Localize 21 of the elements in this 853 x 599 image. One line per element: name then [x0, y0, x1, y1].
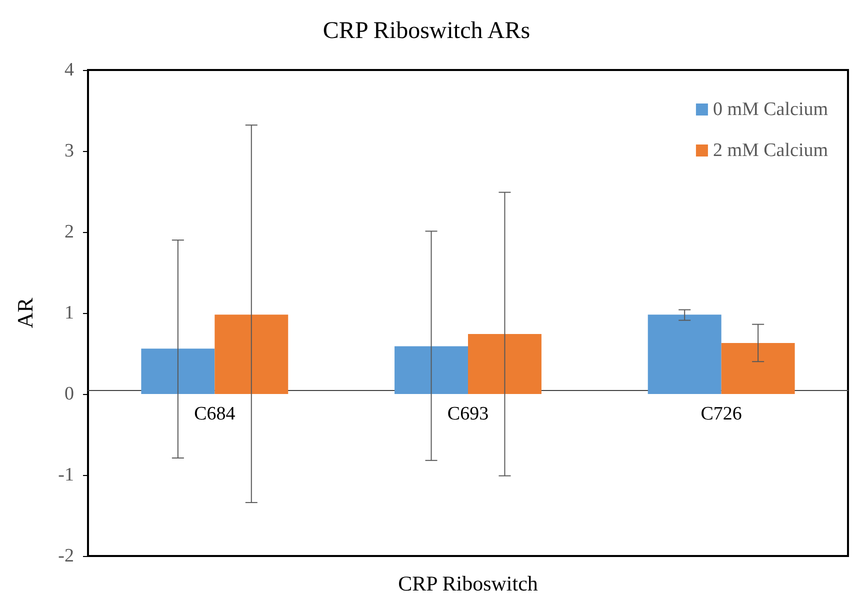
y-tick-label: 4: [64, 60, 74, 80]
y-tick-label: -1: [58, 464, 74, 486]
bar: [468, 334, 542, 394]
y-tick-label: 0: [64, 384, 74, 404]
x-tick-label: C726: [700, 403, 742, 424]
bar: [214, 314, 288, 394]
bar: [648, 314, 722, 394]
chart-title: CRP Riboswitch ARs: [322, 18, 530, 44]
x-tick-label: C684: [194, 403, 236, 424]
y-tick-label: 3: [64, 140, 74, 162]
bar: [721, 342, 795, 394]
y-tick-label: 2: [64, 222, 74, 242]
y-axis-title: AR: [12, 297, 38, 328]
x-axis-title: CRP Riboswitch: [398, 572, 538, 596]
bar: [141, 348, 215, 394]
legend-label: 0 mM Calcium: [712, 99, 828, 120]
x-tick-label: C693: [447, 403, 489, 424]
y-tick-label: -2: [58, 546, 74, 566]
bar: [394, 346, 468, 394]
legend-label: 2 mM Calcium: [712, 140, 828, 161]
y-tick-label: 1: [64, 302, 74, 324]
